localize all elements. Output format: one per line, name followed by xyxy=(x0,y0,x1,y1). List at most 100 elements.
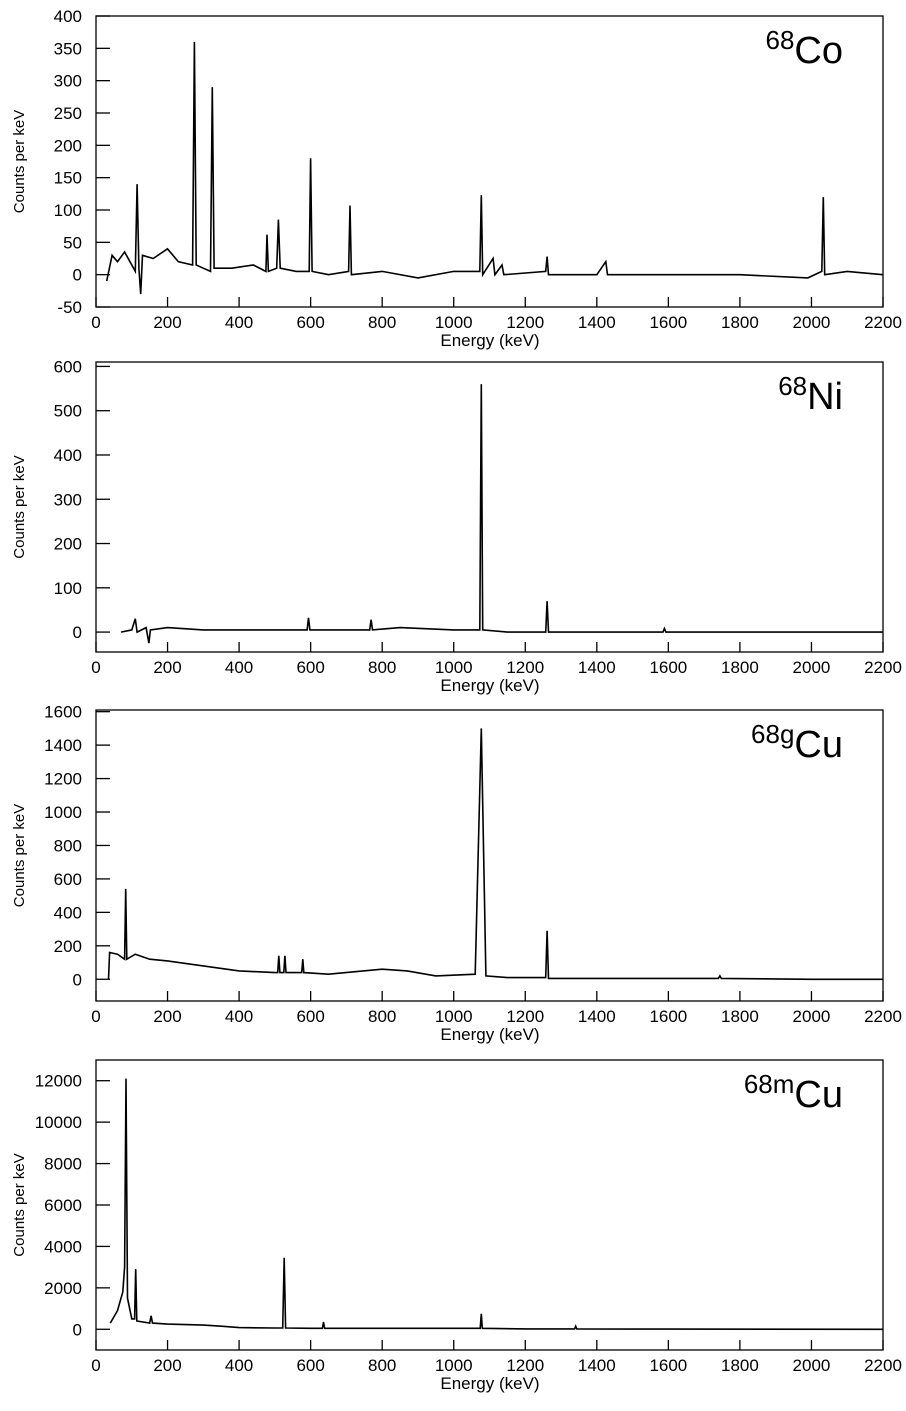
x-tick-label: 0 xyxy=(91,658,100,677)
spectrum-line xyxy=(107,728,883,981)
nuclide-label: 68mCu xyxy=(744,1069,843,1116)
x-tick-label: 200 xyxy=(153,1007,181,1026)
x-tick-label: 1800 xyxy=(721,313,759,332)
y-tick-label: 0 xyxy=(73,1320,82,1339)
x-tick-label: 1000 xyxy=(435,1007,473,1026)
nuclide-symbol: Co xyxy=(794,30,843,72)
spectrum-line xyxy=(109,1078,884,1331)
nuclide-mass: 68g xyxy=(751,719,794,749)
x-tick-label: 1600 xyxy=(649,1356,687,1375)
x-tick-label: 0 xyxy=(91,313,100,332)
x-axis-label: Energy (keV) xyxy=(440,1374,539,1393)
y-tick-label: 200 xyxy=(54,937,82,956)
x-tick-label: 800 xyxy=(368,1356,396,1375)
y-tick-label: 2000 xyxy=(44,1279,82,1298)
x-tick-label: 0 xyxy=(91,1356,100,1375)
x-tick-label: 600 xyxy=(296,1007,324,1026)
y-tick-label: 400 xyxy=(54,903,82,922)
x-tick-label: 2200 xyxy=(864,313,902,332)
y-tick-label: 0 xyxy=(73,970,82,989)
y-tick-label: 400 xyxy=(54,7,82,26)
x-tick-label: 2200 xyxy=(864,1356,902,1375)
x-tick-label: 1600 xyxy=(649,313,687,332)
x-tick-label: 2200 xyxy=(864,658,902,677)
y-tick-label: 300 xyxy=(54,490,82,509)
y-tick-label: -50 xyxy=(57,298,82,317)
x-tick-label: 800 xyxy=(368,658,396,677)
x-axis-label: Energy (keV) xyxy=(440,331,539,350)
x-tick-label: 1400 xyxy=(578,1007,616,1026)
plot-frame xyxy=(95,1059,884,1351)
x-tick-label: 2200 xyxy=(864,1007,902,1026)
y-tick-label: 8000 xyxy=(44,1155,82,1174)
y-tick-label: 0 xyxy=(73,623,82,642)
x-tick-label: 1200 xyxy=(506,1356,544,1375)
nuclide-label: 68Ni xyxy=(778,371,843,418)
x-tick-label: 400 xyxy=(225,1356,253,1375)
nuclide-mass: 68m xyxy=(744,1069,795,1099)
y-tick-label: 200 xyxy=(54,535,82,554)
y-tick-label: 600 xyxy=(54,357,82,376)
x-tick-label: 400 xyxy=(225,658,253,677)
x-tick-label: 2000 xyxy=(793,658,831,677)
x-tick-label: 2000 xyxy=(793,313,831,332)
y-tick-label: 4000 xyxy=(44,1237,82,1256)
y-tick-label: 0 xyxy=(73,266,82,285)
y-tick-label: 250 xyxy=(54,104,82,123)
x-tick-label: 200 xyxy=(153,658,181,677)
y-tick-label: 150 xyxy=(54,169,82,188)
y-axis-label: Counts per keV xyxy=(11,110,28,213)
x-tick-label: 400 xyxy=(225,313,253,332)
x-tick-label: 600 xyxy=(296,313,324,332)
nuclide-label: 68gCu xyxy=(751,719,843,766)
x-tick-label: 0 xyxy=(91,1007,100,1026)
y-tick-label: 1200 xyxy=(44,770,82,789)
y-tick-label: 500 xyxy=(54,402,82,421)
y-tick-label: 400 xyxy=(54,446,82,465)
nuclide-symbol: Cu xyxy=(794,1074,843,1116)
y-tick-label: 300 xyxy=(54,72,82,91)
y-axis-label: Counts per keV xyxy=(11,804,28,907)
x-tick-label: 1000 xyxy=(435,658,473,677)
y-axis-label: Counts per keV xyxy=(11,455,28,558)
y-axis-label: Counts per keV xyxy=(11,1153,28,1256)
y-tick-label: 1600 xyxy=(44,703,82,722)
x-tick-label: 800 xyxy=(368,1007,396,1026)
y-tick-label: 600 xyxy=(54,870,82,889)
x-tick-label: 200 xyxy=(153,313,181,332)
y-tick-label: 50 xyxy=(63,233,82,252)
x-tick-label: 1200 xyxy=(506,1007,544,1026)
y-tick-label: 1000 xyxy=(44,803,82,822)
x-tick-label: 1200 xyxy=(506,658,544,677)
x-tick-label: 600 xyxy=(296,658,324,677)
y-tick-label: 200 xyxy=(54,136,82,155)
y-tick-label: 350 xyxy=(54,39,82,58)
spectrum-line xyxy=(120,384,883,644)
x-axis-label: Energy (keV) xyxy=(440,1025,539,1044)
x-tick-label: 1400 xyxy=(578,313,616,332)
y-tick-label: 1400 xyxy=(44,736,82,755)
nuclide-label: 68Co xyxy=(766,25,844,72)
x-tick-label: 600 xyxy=(296,1356,324,1375)
x-tick-label: 1800 xyxy=(721,1007,759,1026)
y-tick-label: 800 xyxy=(54,836,82,855)
nuclide-mass: 68 xyxy=(766,25,795,55)
x-tick-label: 1600 xyxy=(649,658,687,677)
x-tick-label: 2000 xyxy=(793,1007,831,1026)
x-tick-label: 400 xyxy=(225,1007,253,1026)
nuclide-mass: 68 xyxy=(778,371,807,401)
y-tick-label: 100 xyxy=(54,201,82,220)
y-tick-label: 12000 xyxy=(35,1072,82,1091)
spectrum-line xyxy=(105,41,884,295)
x-tick-label: 1000 xyxy=(435,313,473,332)
plot-frame xyxy=(95,361,884,653)
y-tick-label: 6000 xyxy=(44,1196,82,1215)
plot-frame xyxy=(95,15,884,308)
x-tick-label: 800 xyxy=(368,313,396,332)
x-tick-label: 1800 xyxy=(721,658,759,677)
x-tick-label: 1400 xyxy=(578,1356,616,1375)
x-tick-label: 1600 xyxy=(649,1007,687,1026)
x-tick-label: 2000 xyxy=(793,1356,831,1375)
